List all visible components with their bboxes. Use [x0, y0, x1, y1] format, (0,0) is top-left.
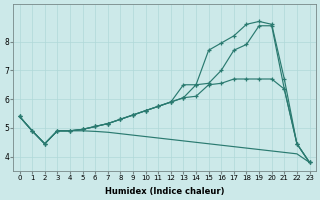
X-axis label: Humidex (Indice chaleur): Humidex (Indice chaleur) [105, 187, 224, 196]
